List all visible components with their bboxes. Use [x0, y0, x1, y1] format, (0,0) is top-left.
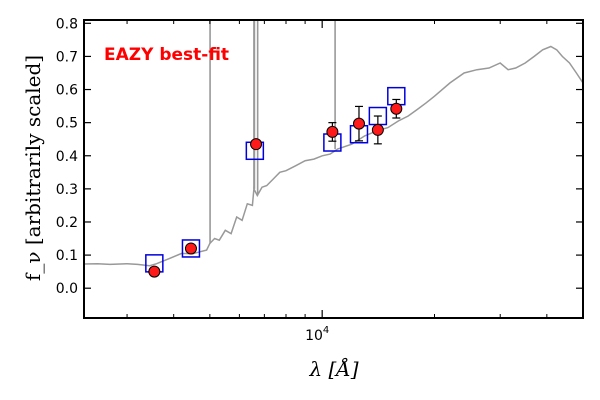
x-tick-label-exponent: 4 — [323, 325, 329, 336]
model-photometry-layer — [145, 86, 406, 273]
observed-photometry-layer — [148, 98, 403, 278]
fit-annotation: EAZY best-fit — [104, 45, 229, 65]
y-tick-label: 0.8 — [56, 16, 78, 32]
x-axis-title-text: λ [Å] — [308, 356, 358, 381]
y-tick-label: 0.6 — [56, 83, 78, 99]
observed-photometry-point — [148, 265, 161, 278]
y-axis-title: f_ν [arbitrarily scaled] — [21, 55, 45, 281]
y-tick-label: 0.5 — [56, 116, 78, 132]
model-spectrum-line — [83, 45, 584, 267]
x-tick-label: 104 — [305, 325, 329, 344]
y-tick-label: 0.0 — [56, 281, 78, 297]
y-tick-label: 0.2 — [56, 215, 78, 231]
observed-photometry-point — [390, 102, 403, 115]
observed-photometry-point — [326, 125, 339, 138]
observed-photometry-point — [371, 123, 384, 136]
observed-photometry-point — [250, 138, 263, 151]
y-tick-label: 0.1 — [56, 248, 78, 264]
y-tick-label: 0.4 — [56, 149, 78, 165]
model-photometry-square — [181, 239, 201, 258]
axes-layer: 0.0 0.1 0.2 0.3 0.4 0.5 0.6 0.7 0.8 104 — [56, 16, 583, 344]
y-tick-label: 0.3 — [56, 182, 78, 198]
observed-photometry-point — [352, 117, 365, 130]
y-tick-label: 0.7 — [56, 49, 78, 65]
x-axis-title: λ [Å] — [308, 356, 358, 381]
observed-photometry-point — [184, 242, 197, 255]
plot-frame — [83, 19, 584, 319]
y-axis-title-text: f_ν [arbitrarily scaled] — [21, 55, 45, 281]
